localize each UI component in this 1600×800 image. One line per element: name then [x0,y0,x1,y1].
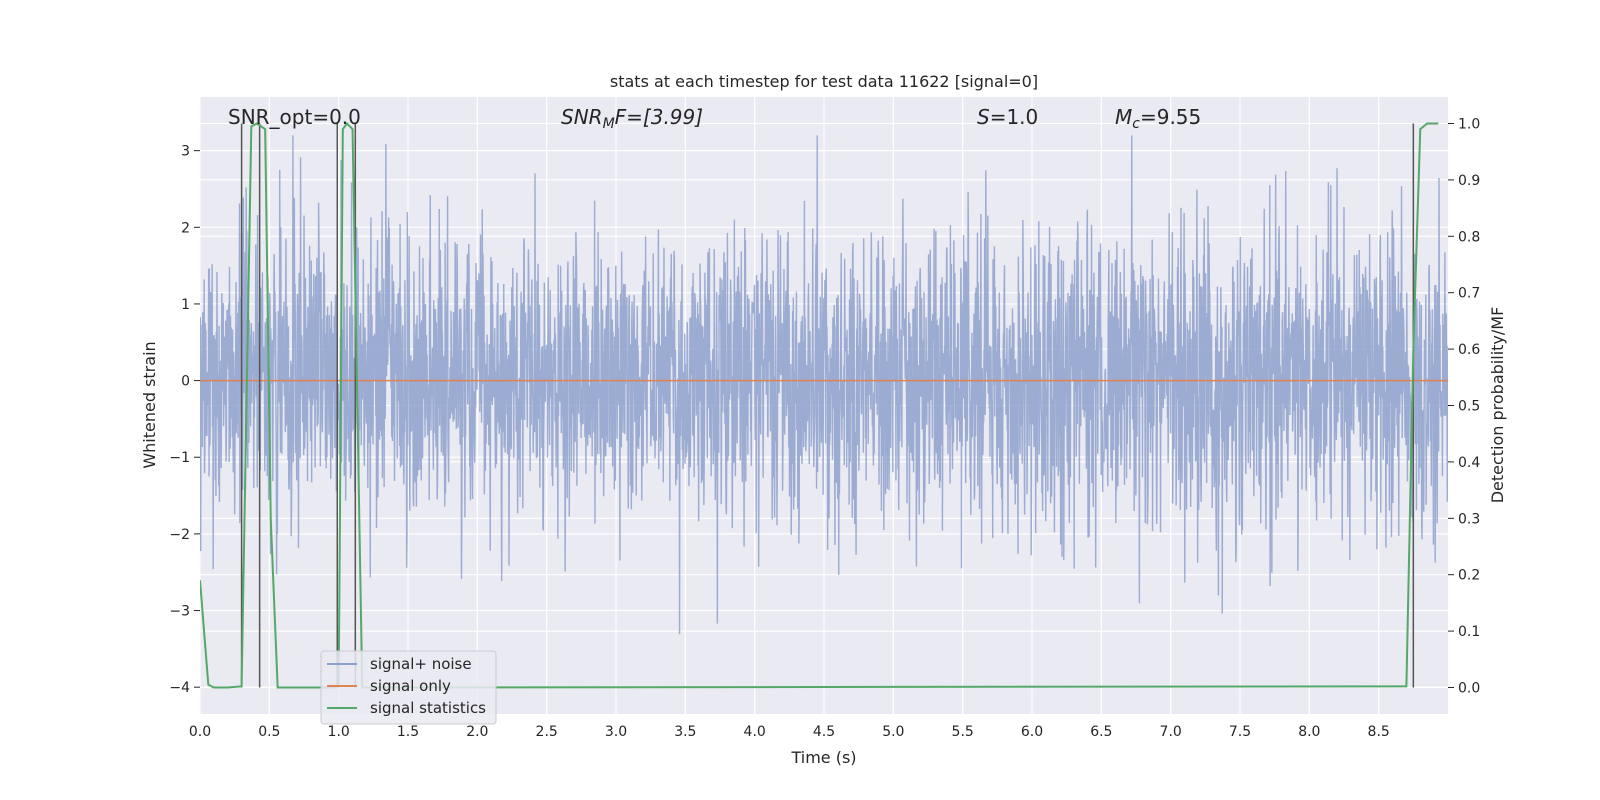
annotation-snr-opt: SNR_opt=0.0 [228,105,361,129]
x-tick-label: 8.5 [1368,724,1390,740]
left-y-tick-label: 3 [181,144,190,160]
annotation-s: S=1.0 [977,105,1038,129]
x-tick-label: 3.5 [674,724,696,740]
left-y-tick-label: −4 [169,680,190,696]
x-tick-label: 6.0 [1021,724,1043,740]
legend-label-signal: signal only [370,677,451,695]
right-y-axis-label: Detection probability/MF [1488,307,1507,504]
left-y-tick-label: 0 [181,374,190,390]
x-axis-label: Time (s) [790,748,856,767]
right-y-tick-label: 0.0 [1458,680,1480,696]
x-tick-label: 7.5 [1229,724,1251,740]
right-y-tick-label: 0.8 [1458,229,1480,245]
x-tick-label: 0.0 [189,724,211,740]
signal-noise-line [200,135,1448,635]
x-tick-label: 2.5 [536,724,558,740]
legend: signal+ noise signal only signal statist… [320,650,497,725]
x-tick-label: 1.0 [328,724,350,740]
legend-label-stats: signal statistics [370,699,486,717]
right-y-tick-label: 0.4 [1458,455,1480,471]
left-y-tick-label: −3 [169,604,190,620]
left-y-axis-label: Whitened strain [140,341,159,468]
right-y-tick-label: 0.9 [1458,173,1480,189]
x-tick-label: 6.5 [1090,724,1112,740]
right-y-tick-label: 0.3 [1458,511,1480,527]
left-y-tick-label: 2 [181,220,190,236]
legend-label-noise: signal+ noise [370,655,472,673]
right-y-ticks: 1.0 0.9 0.8 0.7 0.6 0.5 0.4 0.3 0.2 0.1 0.0 [1448,117,1480,696]
x-tick-label: 3.0 [605,724,627,740]
x-tick-label: 5.0 [882,724,904,740]
legend-box [320,650,497,725]
annotation-mc: Mc=9.55 [1115,105,1201,132]
right-y-tick-label: 0.6 [1458,342,1480,358]
x-tick-label: 4.5 [813,724,835,740]
x-tick-label: 7.0 [1160,724,1182,740]
annotation-snr-mf: SNRMF=[3.99] [561,105,703,132]
left-y-ticks: 3 2 1 0 −1 −2 −3 −4 [169,144,200,696]
left-y-tick-label: −1 [169,450,190,466]
x-tick-label: 2.0 [466,724,488,740]
x-tick-label: 0.5 [258,724,280,740]
x-tick-label: 8.0 [1298,724,1320,740]
right-y-tick-label: 0.5 [1458,399,1480,415]
left-y-tick-label: 1 [181,297,190,313]
right-y-tick-label: 1.0 [1458,117,1480,133]
x-tick-label: 4.0 [744,724,766,740]
right-y-tick-label: 0.1 [1458,624,1480,640]
right-y-tick-label: 0.7 [1458,286,1480,302]
chart-title: stats at each timestep for test data 116… [610,72,1038,91]
right-y-tick-label: 0.2 [1458,568,1480,584]
x-tick-label: 5.5 [952,724,974,740]
signal-noise-series [200,135,1448,635]
left-y-tick-label: −2 [169,527,190,543]
x-ticks: 0.0 0.5 1.0 1.5 2.0 2.5 3.0 3.5 4.0 4.5 5.0 5.5 6.0 6… [189,724,1390,740]
x-tick-label: 1.5 [397,724,419,740]
